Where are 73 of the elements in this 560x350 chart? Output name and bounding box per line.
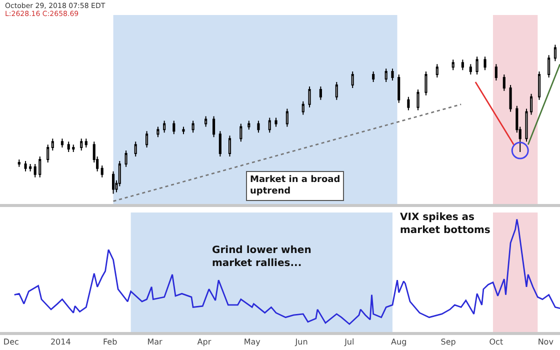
candlestick (248, 120, 250, 130)
candlestick (124, 150, 128, 168)
candlestick (228, 135, 232, 157)
candlestick (146, 130, 148, 148)
candlestick (509, 84, 512, 112)
x-tick-label: Dec (3, 338, 19, 347)
candlestick (452, 59, 454, 71)
candlestick (218, 130, 222, 157)
x-tick-label: Feb (103, 338, 118, 347)
candlestick (80, 138, 83, 152)
candlestick (286, 108, 288, 128)
candlestick (268, 117, 271, 134)
candlestick (476, 56, 478, 76)
x-tick-label: Aug (391, 338, 407, 347)
x-tick-label: Nov (538, 338, 554, 347)
candlestick (100, 164, 104, 178)
candlestick (182, 126, 185, 135)
x-tick-label: Apr (197, 338, 212, 347)
candlestick (18, 158, 20, 168)
candlestick (172, 120, 176, 135)
candlestick (308, 86, 311, 108)
x-tick-label: Mar (147, 338, 164, 347)
candlestick (163, 120, 166, 134)
candlestick (502, 74, 506, 92)
candlestick (51, 138, 54, 152)
x-tick-label: Jul (344, 338, 354, 347)
candlestick (461, 59, 464, 71)
candlestick (134, 141, 137, 157)
candlestick (34, 163, 36, 178)
x-tick-label: Jun (294, 338, 308, 347)
candlestick (548, 54, 550, 78)
annotation: Grind lower when market rallies... (212, 245, 312, 269)
annotation: Market in a broad uptrend (250, 175, 340, 197)
annotation: VIX spikes as market bottoms (400, 212, 490, 236)
candlestick (319, 86, 322, 100)
candlestick (274, 117, 278, 128)
candlestick (212, 116, 216, 138)
candlestick (240, 123, 242, 142)
candlestick (204, 116, 208, 128)
candlestick (156, 126, 160, 138)
candlestick (84, 138, 88, 148)
candlestick (335, 81, 338, 100)
x-tick-label: May (244, 338, 261, 347)
candlestick (436, 64, 438, 78)
x-tick-label: 2014 (50, 338, 71, 347)
candlestick (60, 138, 64, 148)
candlestick (384, 68, 388, 82)
x-tick-label: Oct (489, 338, 504, 347)
candlestick (112, 170, 115, 194)
candlestick (538, 71, 541, 100)
candlestick (530, 93, 533, 116)
candlestick (72, 144, 75, 153)
candlestick (24, 160, 27, 172)
candlestick (351, 71, 354, 88)
candlestick (407, 96, 410, 111)
candlestick (38, 156, 42, 178)
candlestick (29, 163, 32, 172)
candlestick (398, 74, 400, 104)
candlestick (46, 144, 50, 163)
candlestick (484, 56, 486, 71)
candlestick (416, 88, 420, 111)
candlestick (372, 71, 375, 82)
candlestick (525, 108, 528, 142)
candlestick (67, 141, 70, 153)
candlestick (192, 120, 194, 134)
candlestick (391, 68, 394, 81)
candlestick (469, 64, 472, 76)
candlestick (302, 100, 304, 116)
candlestick (257, 120, 260, 134)
candlestick (554, 44, 556, 62)
candlestick (424, 71, 428, 96)
x-tick-label: Sep (440, 338, 456, 347)
candlestick (494, 64, 498, 81)
